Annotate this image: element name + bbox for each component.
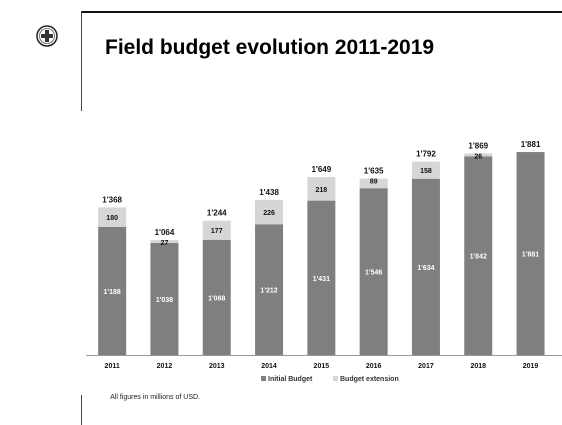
bar-initial-budget — [307, 200, 336, 355]
bar-extension-label: 218 — [316, 187, 328, 194]
bar-extension-label: 177 — [211, 228, 223, 235]
bar-budget-extension — [359, 178, 388, 189]
bar-initial-budget — [464, 156, 493, 355]
bar-initial-label: 1'546 — [365, 270, 382, 277]
bar-initial-budget — [98, 226, 127, 355]
bar-total-label: 1'635 — [364, 167, 384, 176]
bar-initial-budget — [202, 239, 231, 355]
bar-initial-label: 1'212 — [260, 288, 277, 295]
bar-extension-label: 158 — [420, 168, 432, 175]
bar-extension-label: 27 — [161, 240, 169, 247]
bar-budget-extension — [255, 199, 284, 225]
bar-total-label: 1'244 — [207, 209, 227, 218]
bar-total-label: 1'869 — [468, 141, 488, 150]
bar-initial-label: 1'188 — [104, 289, 121, 296]
bar-total-label: 1'792 — [416, 150, 436, 159]
bar-budget-extension — [150, 240, 179, 244]
bar-budget-extension — [411, 161, 440, 179]
x-tick-label: 2011 — [105, 363, 120, 370]
bar-initial-label: 1'842 — [470, 254, 487, 261]
x-tick-label: 2014 — [261, 363, 277, 370]
bar-extension-label: 226 — [263, 210, 275, 217]
bar-budget-extension — [464, 153, 493, 157]
bar-initial-label: 1'431 — [313, 276, 330, 283]
bar-initial-budget — [150, 243, 179, 355]
legend-label: Budget extension — [340, 376, 399, 383]
bar-total-label: 1'881 — [521, 140, 541, 149]
bar-initial-budget — [359, 188, 388, 355]
red-cross-emblem-icon — [36, 25, 58, 47]
bar-budget-extension — [307, 177, 336, 201]
x-tick-label: 2016 — [366, 363, 382, 370]
page-title: Field budget evolution 2011-2019 — [105, 36, 435, 59]
x-tick-label: 2017 — [418, 363, 434, 370]
slide-left-rule — [81, 11, 82, 111]
slide-top-rule — [81, 11, 562, 13]
bar-initial-budget — [255, 224, 284, 355]
bar-total-label: 1'649 — [311, 165, 331, 174]
bar-initial-budget — [516, 152, 545, 355]
bar-initial-label: 1'068 — [208, 295, 225, 302]
legend-label: Initial Budget — [268, 376, 313, 383]
bar-extension-label: 180 — [106, 215, 118, 222]
legend-swatch — [261, 376, 266, 381]
bar-total-label: 1'368 — [102, 195, 122, 204]
bar-initial-label: 1'634 — [417, 265, 434, 272]
x-tick-label: 2012 — [157, 363, 173, 370]
slide-left-rule-bottom — [81, 395, 82, 425]
x-tick-label: 2015 — [314, 363, 330, 370]
budget-bar-chart: 1'188 180 1'368 2011 1'038 27 1'064 2012 1'068 17… — [86, 140, 562, 383]
bar-total-label: 1'064 — [155, 228, 175, 237]
footnote: All figures in millions of USD. — [110, 394, 200, 401]
bar-extension-label: 26 — [474, 153, 482, 160]
bar-extension-label: 89 — [370, 179, 378, 186]
x-tick-label: 2019 — [523, 363, 539, 370]
bar-budget-extension — [202, 220, 231, 240]
x-tick-label: 2018 — [470, 363, 486, 370]
bar-initial-budget — [411, 178, 440, 355]
bar-initial-label: 1'881 — [522, 252, 539, 259]
bar-budget-extension — [98, 207, 127, 227]
bar-total-label: 1'438 — [259, 188, 279, 197]
bar-initial-label: 1'038 — [156, 297, 173, 304]
legend-swatch — [333, 376, 338, 381]
x-tick-label: 2013 — [209, 363, 225, 370]
